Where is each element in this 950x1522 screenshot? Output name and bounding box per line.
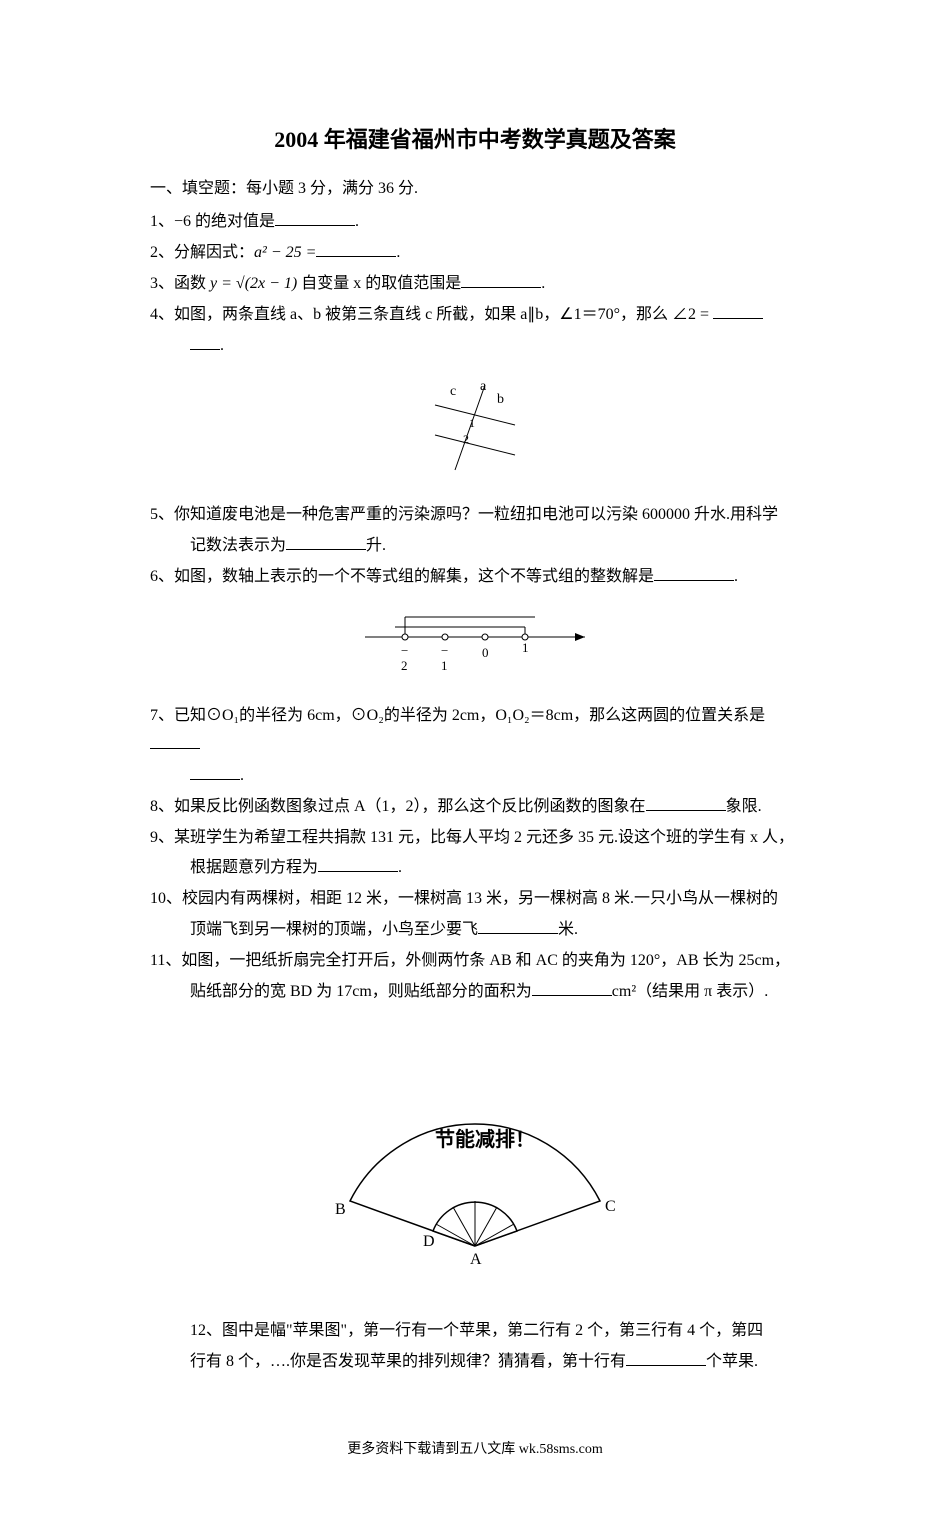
q9-blank bbox=[318, 854, 398, 872]
q2-suffix: . bbox=[396, 244, 400, 261]
question-5-cont: 记数法表示为 升. bbox=[150, 532, 800, 561]
q3-mid: 自变量 x 的取值范围是 bbox=[297, 275, 461, 292]
q3-blank bbox=[461, 270, 541, 288]
q5-line2: 记数法表示为 bbox=[190, 537, 286, 554]
question-11: 11、如图，一把纸折扇完全打开后，外侧两竹条 AB 和 AC 的夹角为 120°… bbox=[150, 947, 800, 976]
q6-blank bbox=[654, 563, 734, 581]
q9-line1: 9、某班学生为希望工程共捐款 131 元，比每人平均 2 元还多 35 元.设这… bbox=[150, 829, 794, 846]
q5-blank bbox=[286, 532, 366, 550]
fan-label-a: A bbox=[470, 1251, 482, 1266]
q8-prefix: 8、如果反比例函数图象过点 A（1，2），那么这个反比例函数的图象在 bbox=[150, 798, 646, 815]
fan-text: 节能减排！ bbox=[435, 1127, 535, 1151]
q12-suffix: 个苹果. bbox=[706, 1353, 758, 1370]
q5-line1: 5、你知道废电池是一种危害严重的污染源吗？一粒纽扣电池可以污染 600000 升… bbox=[150, 506, 778, 523]
fig6-one: 1 bbox=[522, 640, 529, 655]
q3-prefix: 3、函数 bbox=[150, 275, 210, 292]
q9-line2: 根据题意列方程为 bbox=[190, 859, 318, 876]
question-6: 6、如图，数轴上表示的一个不等式组的解集，这个不等式组的整数解是. bbox=[150, 563, 800, 592]
q7-line2: . bbox=[240, 767, 244, 784]
q1-suffix: . bbox=[355, 213, 359, 230]
fig6-neg2b: 2 bbox=[401, 658, 408, 673]
figure-q6: − 2 − 1 0 1 bbox=[150, 607, 800, 688]
q2-prefix: 2、分解因式： bbox=[150, 244, 254, 261]
q4-blank bbox=[713, 301, 763, 319]
q10-line2: 顶端飞到另一棵树的顶端，小鸟至少要飞 bbox=[190, 921, 478, 938]
q12-line1: 12、图中是幅"苹果图"，第一行有一个苹果，第二行有 2 个，第三行有 4 个，… bbox=[190, 1322, 763, 1339]
page-footer: 更多资料下载请到五八文库 wk.58sms.com bbox=[150, 1437, 800, 1462]
q8-blank bbox=[646, 793, 726, 811]
fig4-label-b: b bbox=[497, 392, 504, 407]
figure-q4: c a b 1 2 bbox=[150, 375, 800, 486]
fan-label-d: D bbox=[423, 1233, 435, 1250]
q2-formula: a² − 25 = bbox=[254, 244, 316, 261]
q5-suffix: 升. bbox=[366, 537, 386, 554]
q11-line1: 11、如图，一把纸折扇完全打开后，外侧两竹条 AB 和 AC 的夹角为 120°… bbox=[150, 952, 790, 969]
fig6-neg2a: − bbox=[401, 643, 408, 658]
q12-blank bbox=[626, 1348, 706, 1366]
q12-line2: 行有 8 个，….你是否发现苹果的排列规律？猜猜看，第十行有 bbox=[190, 1353, 626, 1370]
figure-q11: 节能减排！ B C D A bbox=[150, 1046, 800, 1277]
question-11-cont: 贴纸部分的宽 BD 为 17cm，则贴纸部分的面积为 cm²（结果用 π 表示）. bbox=[150, 978, 800, 1007]
question-9-cont: 根据题意列方程为. bbox=[150, 854, 800, 883]
q1-blank bbox=[275, 208, 355, 226]
q7-blank2 bbox=[190, 762, 240, 780]
fig4-label-a: a bbox=[480, 379, 487, 394]
q10-line1: 10、校园内有两棵树，相距 12 米，一棵树高 13 米，另一棵树高 8 米.一… bbox=[150, 890, 778, 907]
fig6-zero: 0 bbox=[482, 645, 489, 660]
question-12: 12、图中是幅"苹果图"，第一行有一个苹果，第二行有 2 个，第三行有 4 个，… bbox=[150, 1317, 800, 1346]
fig4-label-2: 2 bbox=[463, 432, 469, 446]
page-title: 2004 年福建省福州市中考数学真题及答案 bbox=[150, 120, 800, 160]
question-4: 4、如图，两条直线 a、b 被第三条直线 c 所截，如果 a∥b，∠1＝70°，… bbox=[150, 301, 800, 330]
question-8: 8、如果反比例函数图象过点 A（1，2），那么这个反比例函数的图象在 象限. bbox=[150, 793, 800, 822]
q11-line2: 贴纸部分的宽 BD 为 17cm，则贴纸部分的面积为 bbox=[190, 983, 532, 1000]
q2-blank bbox=[316, 239, 396, 257]
q7-line1: 7、已知⊙O₁的半径为 6cm，⊙O₂的半径为 2cm，O₁O₂＝8cm，那么这… bbox=[150, 707, 765, 724]
fan-label-b: B bbox=[335, 1201, 346, 1218]
q3-suffix: . bbox=[541, 275, 545, 292]
q6-prefix: 6、如图，数轴上表示的一个不等式组的解集，这个不等式组的整数解是 bbox=[150, 568, 654, 585]
q11-blank bbox=[532, 978, 612, 996]
q1-text: 1、−6 的绝对值是 bbox=[150, 213, 275, 230]
question-1: 1、−6 的绝对值是. bbox=[150, 208, 800, 237]
q9-suffix: . bbox=[398, 859, 402, 876]
question-7-cont: . bbox=[150, 762, 800, 791]
q10-blank bbox=[478, 916, 558, 934]
fig6-neg1a: − bbox=[441, 643, 448, 658]
fig6-neg1b: 1 bbox=[441, 658, 448, 673]
question-10-cont: 顶端飞到另一棵树的顶端，小鸟至少要飞 米. bbox=[150, 916, 800, 945]
q4-cont: . bbox=[220, 337, 224, 354]
question-3: 3、函数 y = √(2x − 1) 自变量 x 的取值范围是. bbox=[150, 270, 800, 299]
question-9: 9、某班学生为希望工程共捐款 131 元，比每人平均 2 元还多 35 元.设这… bbox=[150, 824, 800, 853]
question-7: 7、已知⊙O₁的半径为 6cm，⊙O₂的半径为 2cm，O₁O₂＝8cm，那么这… bbox=[150, 702, 800, 760]
section-1-header: 一、填空题：每小题 3 分，满分 36 分. bbox=[150, 175, 800, 204]
question-2: 2、分解因式：a² − 25 =. bbox=[150, 239, 800, 268]
q4-prefix: 4、如图，两条直线 a、b 被第三条直线 c 所截，如果 a∥b，∠1＝70°，… bbox=[150, 306, 713, 323]
question-4-cont: . bbox=[150, 332, 800, 361]
q8-suffix: 象限. bbox=[726, 798, 762, 815]
question-10: 10、校园内有两棵树，相距 12 米，一棵树高 13 米，另一棵树高 8 米.一… bbox=[150, 885, 800, 914]
fig4-label-1: 1 bbox=[469, 416, 475, 430]
q10-suffix: 米. bbox=[558, 921, 578, 938]
q7-blank bbox=[150, 731, 200, 749]
q6-suffix: . bbox=[734, 568, 738, 585]
fan-label-c: C bbox=[605, 1198, 616, 1215]
question-12-cont: 行有 8 个，….你是否发现苹果的排列规律？猜猜看，第十行有 个苹果. bbox=[150, 1348, 800, 1377]
q3-formula: y = √(2x − 1) bbox=[210, 275, 297, 292]
question-5: 5、你知道废电池是一种危害严重的污染源吗？一粒纽扣电池可以污染 600000 升… bbox=[150, 501, 800, 530]
fig4-label-c: c bbox=[450, 384, 456, 399]
q11-suffix: cm²（结果用 π 表示）. bbox=[612, 983, 768, 1000]
q4-blank2 bbox=[190, 332, 220, 350]
